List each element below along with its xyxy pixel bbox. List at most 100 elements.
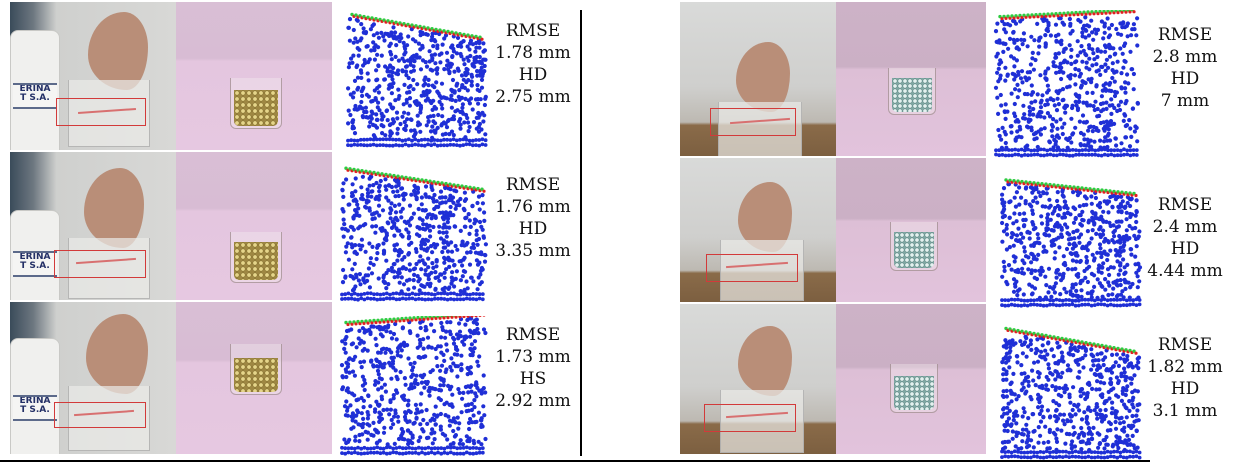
- bottle-label: ERINA T S.A.: [13, 395, 57, 421]
- surface-points: [1004, 178, 1138, 198]
- surface-points: [350, 12, 484, 41]
- surface-points: [344, 316, 486, 327]
- simulation-row-2: [176, 152, 332, 300]
- point-cloud-left-2: [340, 166, 488, 302]
- rmse-label: RMSE: [1157, 195, 1213, 215]
- surface-points: [344, 166, 486, 193]
- cloud-points: [993, 15, 1140, 158]
- metrics-left-3: RMSE 1.73 mm HS 2.92 mm: [488, 324, 578, 412]
- real-photo-row-2: [680, 158, 836, 302]
- cloud-points: [1000, 334, 1142, 460]
- hand: [86, 314, 148, 394]
- bottle-label-line-1: ERINA: [19, 396, 51, 406]
- glass-cup: [718, 102, 802, 156]
- hand: [88, 12, 148, 90]
- roi-box: [54, 250, 146, 278]
- simulated-grains: [894, 232, 934, 268]
- rmse-label: RMSE: [505, 175, 561, 195]
- rmse-value: 1.76 mm: [495, 197, 571, 217]
- simulated-cup: [230, 344, 282, 395]
- hand: [736, 42, 790, 112]
- real-photo-row-2: ERINA T S.A.: [10, 152, 176, 300]
- simulated-grains: [234, 90, 278, 126]
- bottle: ERINA T S.A.: [10, 210, 60, 300]
- hd-value: 4.44 mm: [1147, 261, 1223, 281]
- rmse-label: RMSE: [505, 325, 561, 345]
- simulated-grains: [234, 358, 278, 392]
- glass-cup: [68, 386, 150, 451]
- simulation-row-2: [836, 158, 986, 302]
- rmse-value: 1.73 mm: [495, 347, 571, 367]
- simulated-grains: [234, 242, 278, 280]
- point-cloud-right-3: [1000, 326, 1142, 460]
- rmse-value: 2.8 mm: [1152, 47, 1218, 67]
- cloud-points: [346, 17, 488, 148]
- simulated-grains: [892, 78, 932, 112]
- point-cloud-left-1: [346, 12, 488, 148]
- glass-cup: [720, 240, 804, 301]
- simulated-cup: [890, 222, 938, 271]
- roi-box: [704, 404, 796, 432]
- bottle-label-line-1: ERINA: [19, 84, 51, 94]
- hs-value: 2.92 mm: [495, 391, 571, 411]
- point-cloud-right-1: [993, 10, 1140, 158]
- real-photo-row-3: [680, 304, 836, 454]
- glass-cup: [720, 390, 804, 453]
- metrics-left-1: RMSE 1.78 mm HD 2.75 mm: [488, 20, 578, 108]
- simulated-cup: [230, 78, 282, 129]
- simulated-grains: [894, 376, 934, 410]
- surface-points: [1004, 326, 1138, 355]
- bottle-label-line-2: T S.A.: [20, 261, 50, 271]
- roi-box: [56, 98, 146, 126]
- bottle: ERINA T S.A.: [10, 338, 60, 454]
- simulation-row-3: [836, 304, 986, 454]
- hd-label: HD: [1170, 69, 1200, 89]
- real-photo-row-1: [680, 2, 836, 156]
- glass-cup: [68, 238, 150, 299]
- point-cloud-left-3: [339, 316, 488, 456]
- metrics-left-2: RMSE 1.76 mm HD 3.35 mm: [488, 174, 578, 262]
- hd-value: 3.1 mm: [1152, 401, 1218, 421]
- simulation-row-1: [176, 2, 332, 150]
- cloud-points: [1000, 182, 1143, 308]
- hd-value: 7 mm: [1160, 91, 1210, 111]
- right-figure-panel: RMSE 2.8 mm HD 7 mm RMSE 2.4 mm HD 4.44 …: [680, 0, 1240, 460]
- simulated-cup: [890, 364, 938, 413]
- bottle-label-line-2: T S.A.: [20, 405, 50, 415]
- bottle-label-line-2: T S.A.: [20, 93, 50, 103]
- cloud-points: [339, 316, 488, 456]
- rmse-value: 1.78 mm: [495, 43, 571, 63]
- hd-value: 2.75 mm: [495, 87, 571, 107]
- real-photo-row-1: ERINA T S.A.: [10, 2, 176, 150]
- simulation-row-1: [836, 2, 986, 156]
- bottle-label: ERINA T S.A.: [13, 251, 57, 277]
- bottle-label-line-1: ERINA: [19, 252, 51, 262]
- real-photo-row-3: ERINA T S.A.: [10, 302, 176, 454]
- metrics-right-1: RMSE 2.8 mm HD 7 mm: [1140, 24, 1230, 112]
- metrics-right-2: RMSE 2.4 mm HD 4.44 mm: [1140, 194, 1230, 282]
- rmse-value: 1.82 mm: [1147, 357, 1223, 377]
- rmse-label: RMSE: [1157, 25, 1213, 45]
- hs-label: HS: [519, 369, 547, 389]
- bottle-label: ERINA T S.A.: [13, 83, 57, 109]
- hand: [84, 168, 144, 248]
- rmse-label: RMSE: [1157, 335, 1213, 355]
- hd-value: 3.35 mm: [495, 241, 571, 261]
- bottle: ERINA T S.A.: [10, 30, 60, 150]
- figure-bottom-rule: [0, 460, 1150, 462]
- roi-box: [710, 108, 796, 136]
- rmse-value: 2.4 mm: [1152, 217, 1218, 237]
- panel-divider: [580, 10, 582, 456]
- point-cloud-right-2: [1000, 178, 1143, 308]
- simulated-cup: [888, 68, 936, 115]
- hd-label: HD: [518, 65, 548, 85]
- roi-box: [706, 254, 798, 282]
- cloud-points: [340, 174, 488, 302]
- left-figure-panel: ERINA T S.A. ERINA T S.A. ERINA T S.A.: [0, 0, 580, 460]
- hd-label: HD: [1170, 379, 1200, 399]
- surface-points: [998, 10, 1136, 21]
- hd-label: HD: [1170, 239, 1200, 259]
- hd-label: HD: [518, 219, 548, 239]
- roi-box: [54, 402, 146, 428]
- hand: [738, 326, 792, 396]
